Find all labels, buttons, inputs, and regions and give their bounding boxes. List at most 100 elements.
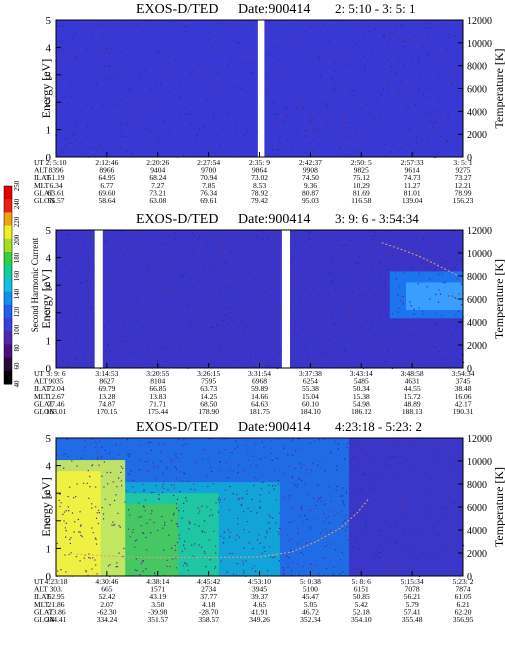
- table-cell: 354.10: [351, 615, 372, 624]
- table-cell: 68.50: [200, 399, 217, 408]
- table-cell: 14.66: [251, 392, 268, 401]
- table-cell: 156.23: [453, 196, 474, 205]
- table-cell: 43.19: [149, 592, 166, 601]
- y-tick-label: 3: [46, 70, 52, 82]
- y-tick-label: 1: [46, 125, 52, 137]
- colorbar-tick-label: 80: [13, 344, 21, 352]
- table-cell: 5: 8: 6: [352, 577, 371, 586]
- table-cell: 21.86: [48, 600, 65, 609]
- row-label: MLT: [34, 600, 50, 609]
- table-cell: 15.38: [353, 392, 370, 401]
- colorbar-swatch: [4, 318, 12, 332]
- colorbar-tick-label: 140: [13, 288, 21, 299]
- table-cell: 8966: [99, 166, 114, 175]
- colorbar-swatch: [4, 344, 12, 359]
- y-tick-label: 5: [46, 433, 52, 445]
- table-cell: -62.30: [97, 607, 117, 616]
- table-cell: 358.57: [198, 615, 219, 624]
- table-cell: 5:15:34: [401, 577, 424, 586]
- table-cell: 5:23: 2: [452, 577, 473, 586]
- y2-tick-label: 12000: [467, 226, 492, 237]
- y2-axis-label: Temperature [K]: [492, 48, 505, 128]
- colorbar-tick-label: 100: [13, 324, 21, 335]
- table-cell: 9.36: [304, 181, 317, 190]
- table-cell: 62.95: [48, 592, 65, 601]
- table-cell: -39.98: [148, 607, 168, 616]
- table-cell: 74.50: [302, 173, 319, 182]
- table-cell: 355.48: [402, 615, 423, 624]
- row-label: GLAT: [34, 399, 54, 408]
- table-cell: 9700: [201, 166, 216, 175]
- table-cell: 2:20:26: [146, 158, 169, 167]
- panel-2: EXOS-D/TED Date:900414 3: 9: 6 - 3:54:34 0 1…: [34, 211, 505, 416]
- table-cell: 4:30:46: [95, 577, 118, 586]
- table-cell: 178.90: [198, 407, 219, 416]
- table-cell: 15.72: [404, 392, 421, 401]
- table-cell: 170.15: [97, 407, 118, 416]
- y2-tick-label: 8000: [467, 272, 487, 283]
- colorbar-tick-label: 250: [13, 180, 21, 191]
- table-cell: 2734: [201, 585, 216, 594]
- y-tick-label: 3: [46, 488, 52, 500]
- table-cell: 69.60: [98, 188, 115, 197]
- row-label: UT: [34, 577, 44, 586]
- y-tick-label: 2: [46, 516, 52, 528]
- table-cell: 73.21: [149, 188, 166, 197]
- table-cell: 3:48:58: [401, 369, 424, 378]
- table-cell: 50.85: [353, 592, 370, 601]
- table-cell: 6254: [303, 377, 318, 386]
- panel-time-range: 3: 9: 6 - 3:54:34: [335, 211, 419, 226]
- table-cell: 3:26:15: [197, 369, 220, 378]
- y-tick-label: 5: [46, 15, 52, 27]
- table-cell: 352.34: [300, 615, 321, 624]
- panel-time-range: 2: 5:10 - 3: 5: 1: [335, 1, 416, 16]
- table-cell: 70.94: [200, 173, 217, 182]
- y-tick-label: 1: [46, 543, 52, 555]
- table-cell: 2:27:54: [197, 158, 220, 167]
- table-cell: 7874: [456, 585, 471, 594]
- table-cell: 3:14:53: [95, 369, 118, 378]
- table-cell: 3:37:38: [299, 369, 322, 378]
- table-cell: 78.99: [455, 188, 472, 197]
- table-cell: 63.73: [200, 384, 217, 393]
- table-cell: 8104: [150, 377, 165, 386]
- colorbar-swatch: [4, 225, 12, 240]
- table-cell: 5.79: [406, 600, 419, 609]
- y-tick-label: 2: [46, 97, 52, 109]
- row-label: UT: [34, 158, 44, 167]
- colorbar-tick-label: 200: [13, 234, 21, 245]
- y2-tick-label: 10000: [467, 457, 492, 468]
- colorbar-swatch: [4, 278, 12, 293]
- table-cell: 48.89: [404, 399, 421, 408]
- table-cell: 77.46: [48, 399, 65, 408]
- table-cell: 116.58: [351, 196, 372, 205]
- table-cell: 76.34: [200, 188, 217, 197]
- row-label: ILAT: [34, 173, 51, 182]
- temperature-curve: [76, 497, 370, 559]
- colorbar-tick-label: 40: [13, 380, 21, 388]
- table-cell: 64.63: [251, 399, 268, 408]
- table-cell: 75.12: [353, 173, 370, 182]
- table-cell: 5485: [354, 377, 369, 386]
- colorbar-frame: [3, 185, 13, 385]
- colorbar: 40 60 80 100 120 140 160 180 200 220 240 250 Second …: [3, 180, 40, 388]
- y2-tick-label: 0: [467, 364, 472, 375]
- table-cell: 44.55: [404, 384, 421, 393]
- table-cell: 74.87: [98, 399, 115, 408]
- table-cell: 14.25: [200, 392, 217, 401]
- table-cell: 186.12: [351, 407, 372, 416]
- y2-tick-label: 8000: [467, 62, 487, 73]
- row-label: MLT: [34, 392, 50, 401]
- y-tick-label: 4: [46, 461, 52, 473]
- table-cell: 665: [101, 585, 113, 594]
- table-cell: 2:57:33: [401, 158, 424, 167]
- colorbar-swatch: [4, 238, 12, 253]
- table-cell: 4.65: [253, 600, 266, 609]
- table-cell: 1571: [150, 585, 165, 594]
- y-tick-label: 4: [46, 253, 52, 265]
- table-cell: 57.41: [404, 607, 421, 616]
- table-cell: 139.04: [402, 196, 423, 205]
- table-cell: 5: 0:38: [300, 577, 321, 586]
- temperature-curve: [381, 242, 464, 279]
- table-cell: 7.27: [151, 181, 164, 190]
